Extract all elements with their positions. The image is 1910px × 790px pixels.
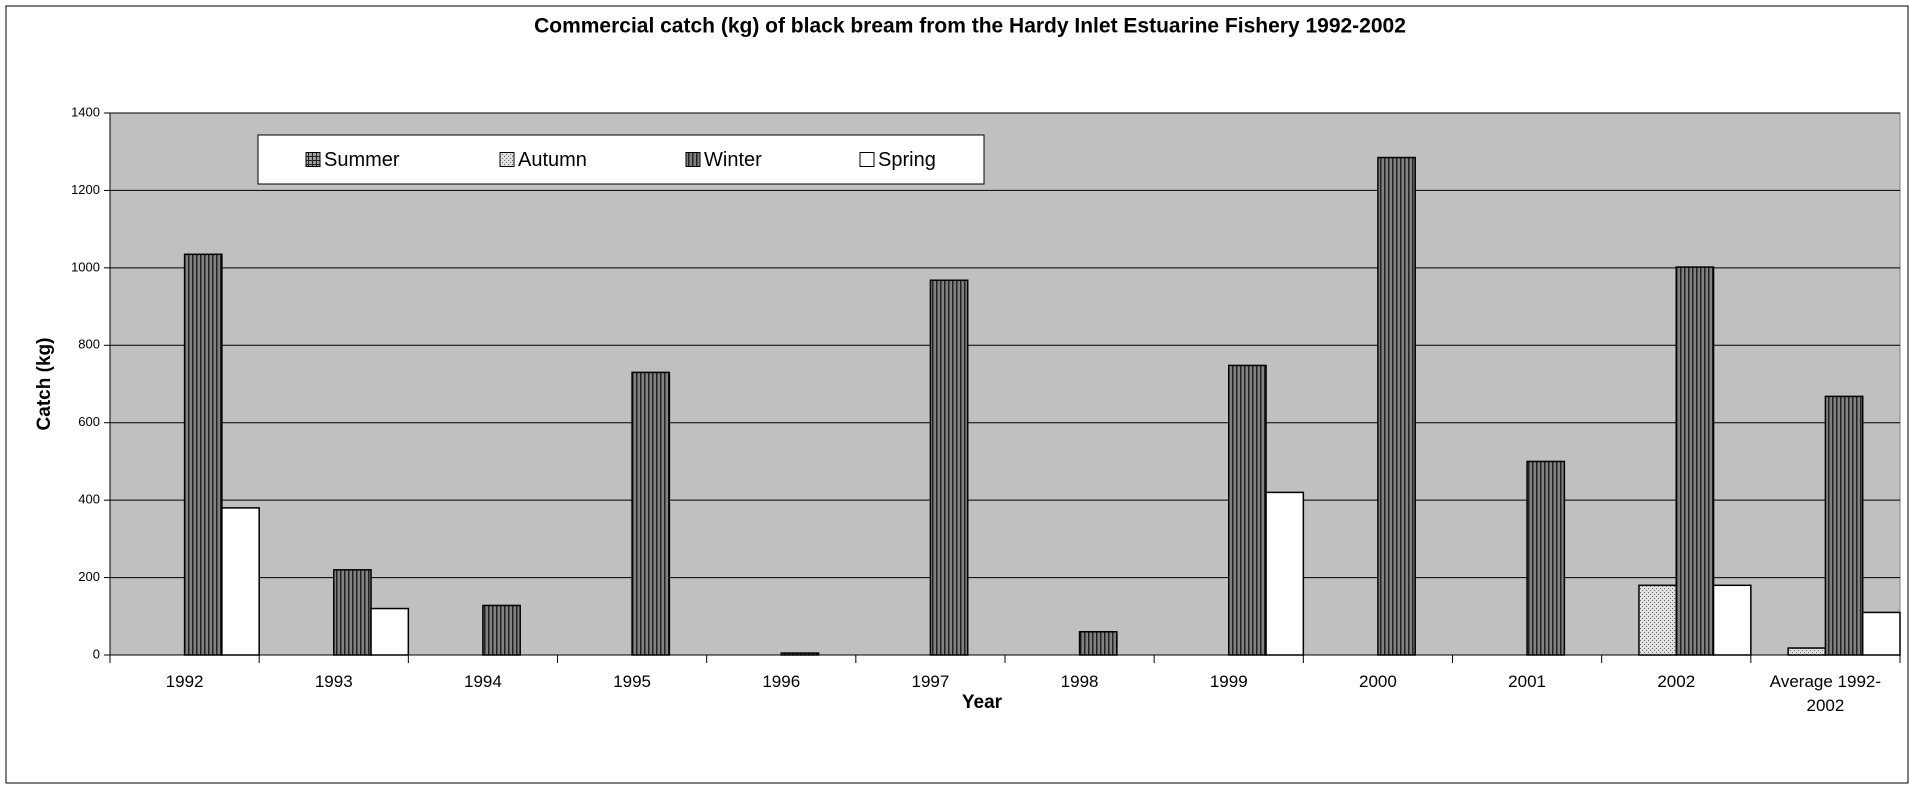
legend-swatch bbox=[859, 152, 875, 167]
y-tick-label: 800 bbox=[78, 337, 100, 352]
y-tick-label: 1400 bbox=[71, 104, 100, 119]
legend-label: Summer bbox=[324, 149, 400, 171]
plot-area bbox=[109, 112, 1901, 656]
bar bbox=[333, 569, 372, 656]
y-tick-label: 1200 bbox=[71, 182, 100, 197]
bar bbox=[482, 604, 521, 656]
bar bbox=[221, 507, 260, 656]
bar bbox=[1228, 364, 1267, 656]
bar bbox=[1265, 491, 1305, 656]
x-tick-label: 1999 bbox=[1209, 672, 1248, 691]
bar bbox=[1526, 460, 1566, 656]
bar bbox=[1078, 631, 1118, 656]
y-tick-label: 200 bbox=[78, 569, 100, 584]
y-tick-label: 400 bbox=[78, 492, 100, 507]
chart-title: Commercial catch (kg) of black bream fro… bbox=[534, 15, 1406, 38]
x-tick-label: 1997 bbox=[911, 672, 950, 691]
bar bbox=[1675, 266, 1715, 656]
bar bbox=[370, 607, 410, 656]
bar bbox=[1638, 584, 1678, 656]
legend-label: Spring bbox=[878, 149, 936, 171]
x-tick-label: 1994 bbox=[463, 672, 502, 691]
x-axis-label: Year bbox=[962, 692, 1003, 713]
bar bbox=[780, 652, 820, 656]
x-tick-label: 1992 bbox=[165, 672, 204, 691]
x-tick-label: 2001 bbox=[1508, 672, 1546, 691]
x-tick-label: Average 1992-2002 bbox=[1769, 672, 1882, 715]
legend-swatch bbox=[685, 152, 701, 167]
y-tick-label: 600 bbox=[78, 414, 100, 429]
bar bbox=[1712, 584, 1752, 656]
legend-label: Winter bbox=[704, 149, 762, 171]
y-tick-label: 0 bbox=[93, 646, 100, 661]
x-tick-label: 2002 bbox=[1657, 672, 1696, 691]
bar bbox=[929, 279, 969, 656]
bar bbox=[1861, 611, 1901, 656]
legend-swatch bbox=[305, 152, 321, 167]
x-tick-label: 1996 bbox=[762, 672, 801, 691]
bar bbox=[183, 253, 223, 656]
bar bbox=[1787, 647, 1827, 656]
legend-swatch bbox=[499, 152, 515, 167]
bar bbox=[631, 371, 671, 656]
x-tick-label: 1998 bbox=[1060, 672, 1099, 691]
y-axis-label: Catch (kg) bbox=[34, 338, 55, 431]
x-tick-label: 2000 bbox=[1358, 672, 1397, 691]
legend-label: Autumn bbox=[518, 149, 587, 171]
x-tick-label: 1995 bbox=[613, 672, 651, 691]
bar bbox=[1824, 395, 1864, 656]
bar bbox=[1377, 156, 1416, 656]
y-tick-label: 1000 bbox=[71, 259, 100, 274]
x-tick-label: 1993 bbox=[314, 672, 353, 691]
